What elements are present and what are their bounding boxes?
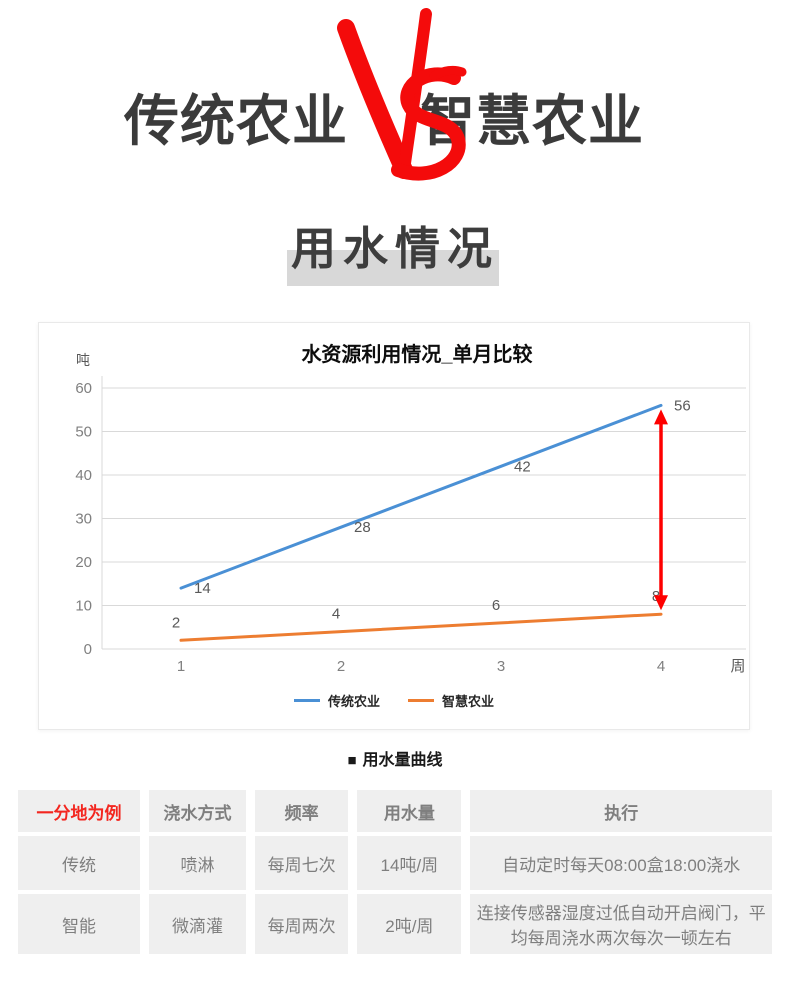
chart-caption-text: 用水量曲线 [362, 752, 443, 769]
section-heading-block: 用水情况 [0, 208, 790, 288]
chart-legend: 传统农业 智慧农业 [39, 691, 749, 710]
y-tick-label: 50 [75, 424, 92, 441]
table-cell: 连接传感器湿度过低自动开启阀门，平均每周浇水两次每次一顿左右 [470, 894, 772, 954]
table-cell: 每周七次 [254, 836, 349, 890]
table-cell: 传统 [18, 836, 141, 890]
y-tick-label: 40 [75, 467, 92, 484]
table-header-row: 一分地为例 浇水方式 频率 用水量 执行 [18, 790, 772, 832]
table-header-accent-cell: 一分地为例 [18, 790, 141, 832]
x-tick-label: 3 [497, 658, 505, 675]
hero-title: 传统农业 智慧农业 [0, 0, 790, 205]
legend-swatch-icon [293, 699, 320, 702]
comparison-table: 一分地为例 浇水方式 频率 用水量 执行 传统 喷淋 每周七次 14吨/周 自动定时每天08:0… [9, 786, 781, 958]
table-cell: 智能 [18, 894, 141, 954]
x-tick-label: 1 [177, 658, 185, 675]
legend-item-0: 传统农业 [293, 691, 380, 710]
square-bullet-icon: ■ [347, 752, 357, 769]
data-label: 6 [492, 597, 500, 614]
table-cell: 微滴灌 [149, 894, 246, 954]
table-row: 智能 微滴灌 每周两次 2吨/周 连接传感器湿度过低自动开启阀门，平均每周浇水两次每次一… [18, 894, 772, 954]
series-line-0 [179, 403, 663, 590]
hero-title-left: 传统农业 [123, 90, 348, 152]
legend-label: 传统农业 [327, 694, 380, 709]
legend-label: 智慧农业 [442, 694, 495, 709]
legend-item-1: 智慧农业 [408, 691, 494, 710]
table-cell: 自动定时每天08:00盒18:00浇水 [470, 836, 772, 890]
table-cell: 2吨/周 [357, 894, 462, 954]
table-cell: 每周两次 [254, 894, 349, 954]
data-label: 42 [514, 458, 531, 475]
line-chart: 0 10 20 30 40 50 60 吨 水资源利用情况_单月比较 1 2 3 4 周 14 28 42 56 2… [75, 342, 746, 675]
table-header-cell: 执行 [470, 790, 772, 832]
y-tick-label: 60 [75, 380, 92, 397]
table-header-cell: 浇水方式 [149, 790, 246, 832]
heading-highlight-bar [287, 250, 499, 286]
section-heading: 用水情况 [290, 223, 499, 274]
table-row: 传统 喷淋 每周七次 14吨/周 自动定时每天08:00盒18:00浇水 [18, 836, 772, 890]
comparison-table-wrap: 一分地为例 浇水方式 频率 用水量 执行 传统 喷淋 每周七次 14吨/周 自动定时每天08:0… [9, 786, 781, 958]
data-label: 14 [194, 580, 211, 597]
y-axis-unit-label: 吨 [76, 352, 90, 368]
x-tick-label: 2 [337, 658, 345, 675]
y-tick-label: 10 [75, 598, 92, 615]
gap-arrow-head-top [654, 409, 668, 425]
y-tick-label: 30 [75, 511, 92, 528]
data-label: 56 [674, 397, 691, 414]
data-label: 4 [332, 606, 340, 623]
series-line-1 [179, 612, 663, 642]
water-usage-chart-card: 0 10 20 30 40 50 60 吨 水资源利用情况_单月比较 1 2 3 4 周 14 28 42 56 2… [38, 322, 750, 730]
table-cell: 14吨/周 [357, 836, 462, 890]
gap-arrow-head-bottom [654, 595, 668, 611]
table-header-cell: 用水量 [357, 790, 462, 832]
chart-caption: ■ 用水量曲线 [0, 746, 790, 770]
y-tick-label: 20 [75, 554, 92, 571]
y-tick-label: 0 [84, 641, 92, 658]
x-tick-label: 4 [657, 658, 665, 675]
x-axis-unit-label: 周 [730, 658, 745, 675]
legend-swatch-icon [408, 699, 434, 702]
vs-brush-icon [330, 6, 472, 198]
data-label: 28 [354, 519, 371, 536]
table-cell: 喷淋 [149, 836, 246, 890]
data-label: 2 [172, 614, 180, 631]
chart-title: 水资源利用情况_单月比较 [301, 342, 532, 366]
table-header-cell: 频率 [254, 790, 349, 832]
